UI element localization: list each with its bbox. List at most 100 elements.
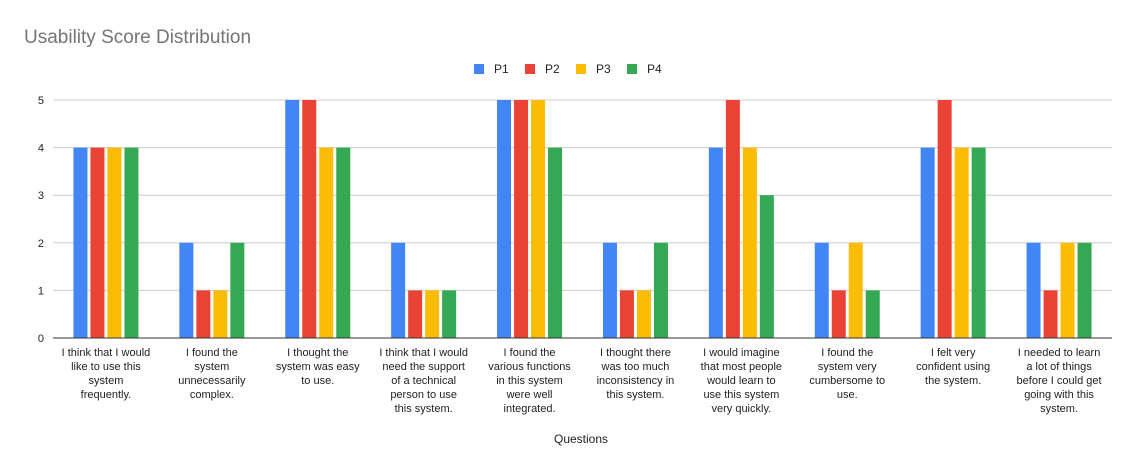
bar-p3-q8 <box>848 242 863 338</box>
chart-title: Usability Score Distribution <box>24 27 251 48</box>
category-label-q2: I found the system unnecessarily complex. <box>178 347 246 401</box>
legend-label-p4: P4 <box>647 62 662 76</box>
bar-p1-q1 <box>73 147 88 338</box>
category-label-q9: I felt very confident using the system. <box>916 347 990 387</box>
legend-swatch-p2 <box>525 64 535 74</box>
category-label-q4: I think that I would need the support of a… <box>379 347 468 415</box>
y-tick-label: 3 <box>38 190 44 202</box>
bar-p4-q10 <box>1077 242 1092 338</box>
legend-swatch-p1 <box>474 64 484 74</box>
category-label-line: system very <box>818 361 877 373</box>
y-axis-ticks: 0 1 2 3 4 5 <box>38 95 44 345</box>
y-tick-label: 5 <box>38 95 44 107</box>
bar-p4-q3 <box>336 147 351 338</box>
category-label-line: I found the <box>821 347 873 359</box>
bar-p4-q1 <box>124 147 139 338</box>
category-label-line: would learn to <box>706 375 776 387</box>
legend-swatch-p3 <box>576 64 586 74</box>
bar-p1-q4 <box>391 242 406 338</box>
bar-p3-q4 <box>425 290 440 338</box>
bars <box>73 100 1092 338</box>
bar-p3-q5 <box>531 100 546 338</box>
bar-p2-q7 <box>725 100 740 338</box>
category-label-line: system <box>89 375 124 387</box>
category-label-line: confident using <box>916 361 990 373</box>
category-label-line: before I could get <box>1017 375 1102 387</box>
bar-p4-q4 <box>442 290 457 338</box>
category-label-line: person to use <box>390 389 457 401</box>
bar-p2-q1 <box>90 147 105 338</box>
bar-p2-q8 <box>831 290 846 338</box>
category-label-line: the system. <box>925 375 981 387</box>
category-label-line: in this system <box>496 375 563 387</box>
legend-swatch-p4 <box>627 64 637 74</box>
category-label-line: to use. <box>301 375 334 387</box>
y-tick-label: 0 <box>38 333 44 345</box>
category-label-line: were well <box>506 389 553 401</box>
bar-p2-q10 <box>1043 290 1058 338</box>
category-label-q8: I found the system very cumbersome to use. <box>809 347 885 401</box>
category-label-line: need the support <box>382 361 465 373</box>
bar-p4-q5 <box>548 147 563 338</box>
bar-p3-q9 <box>954 147 969 338</box>
category-label-line: system <box>194 361 229 373</box>
bar-p1-q10 <box>1026 242 1041 338</box>
category-label-line: I felt very <box>931 347 976 359</box>
category-label-line: I found the <box>186 347 238 359</box>
bar-p2-q9 <box>937 100 952 338</box>
legend: P1 P2 P3 P4 <box>474 62 662 76</box>
category-label-q7: I would imagine that most people would lea… <box>701 347 782 415</box>
bar-p1-q5 <box>497 100 512 338</box>
y-tick-label: 2 <box>38 238 44 250</box>
category-label-line: I think that I would <box>62 347 151 359</box>
category-label-line: integrated. <box>504 403 556 415</box>
bar-p1-q6 <box>602 242 617 338</box>
legend-label-p3: P3 <box>596 62 611 76</box>
bar-p3-q10 <box>1060 242 1075 338</box>
bar-p1-q8 <box>814 242 829 338</box>
bar-p1-q9 <box>920 147 935 338</box>
category-label-line: going with this <box>1024 389 1094 401</box>
bar-p1-q3 <box>285 100 300 338</box>
bar-p1-q7 <box>708 147 723 338</box>
category-label-line: I needed to learn <box>1018 347 1101 359</box>
bar-p3-q3 <box>319 147 334 338</box>
category-label-line: very quickly. <box>711 403 771 415</box>
category-label-line: frequently. <box>81 389 132 401</box>
category-label-line: system was easy <box>276 361 360 373</box>
bar-p2-q2 <box>196 290 211 338</box>
category-label-line: complex. <box>190 389 234 401</box>
bar-p2-q6 <box>619 290 634 338</box>
bar-p2-q3 <box>302 100 317 338</box>
bar-p2-q5 <box>514 100 529 338</box>
bar-p4-q8 <box>865 290 880 338</box>
category-label-line: I thought there <box>600 347 671 359</box>
gridlines <box>53 99 1112 291</box>
category-label-q10: I needed to learn a lot of things before I… <box>1017 347 1102 415</box>
bar-p4-q7 <box>759 195 774 338</box>
category-label-q1: I think that I would like to use this syst… <box>62 347 151 401</box>
y-tick-label: 4 <box>38 143 44 155</box>
category-label-line: this system. <box>606 389 664 401</box>
bar-p3-q1 <box>107 147 122 338</box>
category-label-line: use this system <box>703 389 779 401</box>
legend-label-p2: P2 <box>545 62 560 76</box>
category-label-line: use. <box>837 389 858 401</box>
category-label-line: like to use this <box>71 361 141 373</box>
category-label-line: this system. <box>395 403 453 415</box>
category-label-line: was too much <box>601 361 670 373</box>
category-label-line: I thought the <box>287 347 348 359</box>
x-axis-title: Questions <box>554 432 608 446</box>
category-label-line: I think that I would <box>379 347 468 359</box>
category-label-line: I found the <box>504 347 556 359</box>
category-label-line: a lot of things <box>1026 361 1092 373</box>
legend-label-p1: P1 <box>494 62 509 76</box>
category-label-q3: I thought the system was easy to use. <box>276 347 360 387</box>
bar-p3-q6 <box>636 290 651 338</box>
bar-p2-q4 <box>408 290 423 338</box>
bar-p4-q2 <box>230 242 245 338</box>
category-label-line: I would imagine <box>703 347 779 359</box>
bar-p3-q7 <box>742 147 757 338</box>
category-label-line: that most people <box>701 361 782 373</box>
